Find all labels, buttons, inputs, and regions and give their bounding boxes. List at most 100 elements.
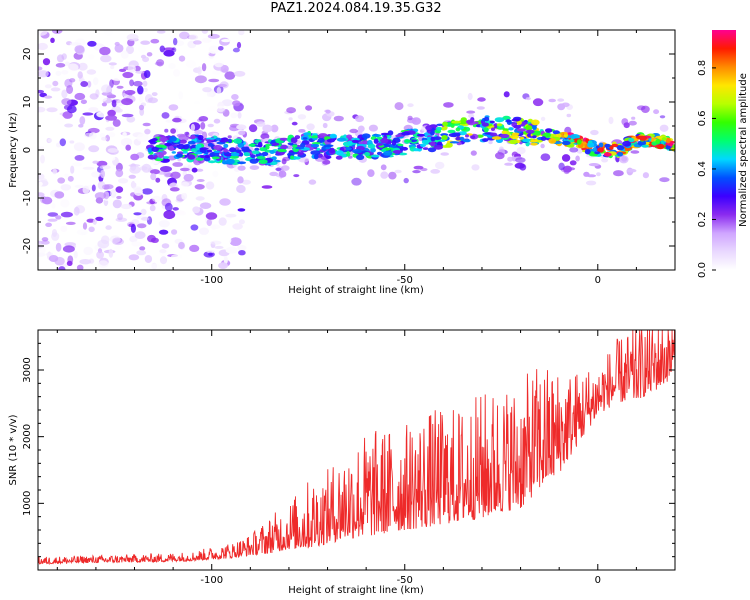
heatmap-cell	[641, 144, 649, 148]
heatmap-cell	[563, 134, 568, 138]
heatmap-cell	[124, 90, 136, 95]
heatmap-cell	[67, 63, 79, 72]
heatmap-cell	[659, 177, 670, 183]
heatmap-cell	[218, 262, 228, 269]
heatmap-cell	[207, 142, 214, 147]
heatmap-cell	[141, 188, 153, 195]
heatmap-cell	[397, 143, 404, 147]
heatmap-cell	[73, 142, 85, 152]
heatmap-cell	[590, 129, 599, 136]
heatmap-cell	[97, 96, 107, 102]
heatmap-cell	[74, 92, 86, 101]
heatmap-cell	[237, 176, 244, 184]
heatmap-cell	[128, 254, 140, 261]
colorbar-tick-label: 0.6	[697, 110, 708, 126]
heatmap-cell	[98, 260, 109, 269]
heatmap-cell	[592, 147, 597, 153]
heatmap-cell	[121, 113, 134, 118]
heatmap-cell	[164, 128, 169, 133]
heatmap-cell	[61, 98, 72, 106]
heatmap-cell	[126, 33, 139, 42]
heatmap-cell	[323, 136, 331, 140]
heatmap-cell	[101, 84, 112, 94]
heatmap-cell	[142, 122, 151, 127]
heatmap-cell	[190, 224, 199, 231]
heatmap-cell	[510, 134, 519, 140]
heatmap-cell	[144, 128, 151, 135]
heatmap-cell	[430, 169, 441, 174]
heatmap-cell	[52, 80, 59, 87]
heatmap-cell	[626, 168, 637, 173]
heatmap-cell	[260, 133, 270, 140]
heatmap-cell	[530, 142, 538, 146]
heatmap-cell	[173, 69, 181, 77]
heatmap-cell	[38, 30, 48, 36]
heatmap-cell	[659, 115, 666, 119]
heatmap-cell	[130, 153, 140, 161]
heatmap-cell	[64, 61, 70, 66]
heatmap-cell	[271, 156, 277, 161]
heatmap-cell	[150, 173, 157, 181]
heatmap-cell	[103, 30, 114, 36]
heatmap-cell	[262, 124, 273, 133]
heatmap-cell	[232, 47, 240, 53]
heatmap-cell	[269, 150, 275, 154]
heatmap-cell	[61, 70, 69, 75]
heatmap-cell	[269, 171, 279, 177]
heatmap-cell	[611, 143, 619, 148]
heatmap-cell	[64, 173, 69, 178]
heatmap-cell	[311, 135, 319, 139]
colorbar-tick-label: 0.0	[697, 262, 708, 278]
spectrogram-ylabel: Frequency (Hz)	[8, 112, 19, 188]
heatmap-cell	[116, 85, 124, 89]
heatmap-cell	[54, 191, 65, 199]
heatmap-cell	[394, 102, 404, 111]
heatmap-cell	[126, 45, 134, 55]
heatmap-cell	[192, 206, 201, 214]
heatmap-cell	[628, 138, 635, 143]
heatmap-cell	[238, 30, 245, 36]
heatmap-cell	[183, 173, 194, 182]
heatmap-cell	[317, 138, 325, 143]
heatmap-cell	[38, 146, 45, 150]
heatmap-cell	[488, 140, 493, 145]
heatmap-cell	[164, 202, 173, 212]
heatmap-cell	[39, 247, 46, 254]
heatmap-cell	[502, 115, 511, 121]
heatmap-cell	[231, 94, 239, 100]
heatmap-cell	[576, 139, 582, 145]
heatmap-cell	[194, 75, 207, 84]
snr-frame	[37, 329, 676, 571]
heatmap-cell	[114, 44, 124, 53]
heatmap-cell	[287, 142, 294, 146]
heatmap-cell	[172, 117, 182, 123]
heatmap-cell	[225, 237, 232, 244]
heatmap-cell	[347, 140, 352, 145]
heatmap-cell	[641, 105, 650, 114]
heatmap-cell	[460, 117, 467, 122]
heatmap-cell	[243, 152, 251, 157]
heatmap-cell	[381, 148, 387, 153]
heatmap-cell	[172, 207, 179, 211]
heatmap-cell	[198, 116, 209, 122]
heatmap-cell	[52, 168, 58, 175]
heatmap-cell	[631, 116, 636, 120]
heatmap-cell	[115, 186, 124, 193]
heatmap-cell	[435, 161, 445, 170]
heatmap-cell	[134, 187, 143, 196]
heatmap-cell	[78, 62, 88, 71]
heatmap-cell	[73, 206, 80, 216]
heatmap-cell	[447, 129, 456, 134]
heatmap-cell	[422, 147, 429, 151]
heatmap-cell	[558, 162, 565, 171]
heatmap-cell	[653, 109, 660, 115]
heatmap-cell	[55, 63, 66, 68]
heatmap-cell	[427, 147, 437, 153]
heatmap-cell	[622, 140, 632, 147]
heatmap-cell	[200, 122, 206, 130]
heatmap-cell	[120, 50, 129, 59]
heatmap-cell	[303, 132, 311, 136]
heatmap-cell	[436, 123, 444, 127]
heatmap-cell	[149, 204, 156, 212]
heatmap-cell	[92, 160, 99, 164]
